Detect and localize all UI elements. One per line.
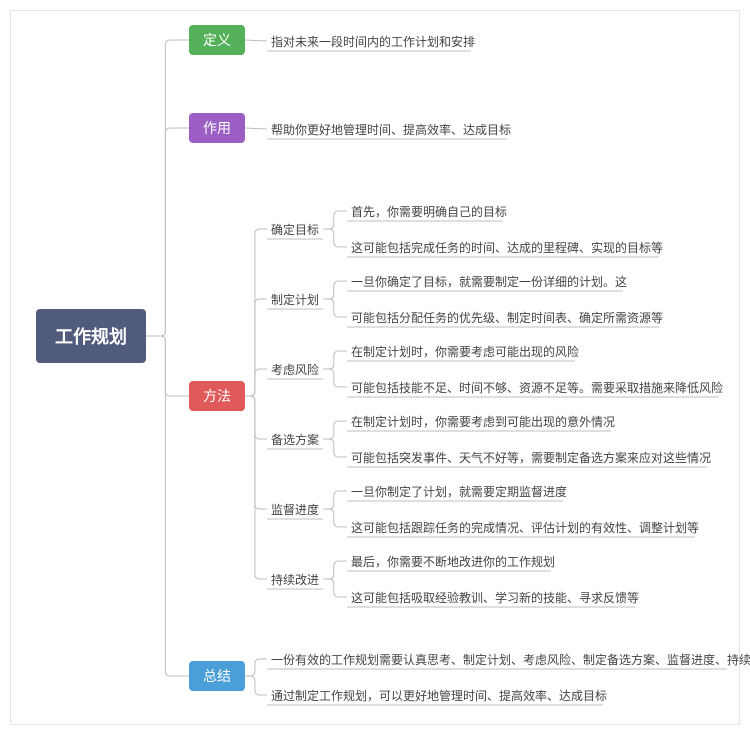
leaf-method-0-1: 这可能包括完成任务的时间、达成的里程碑、实现的目标等: [351, 239, 663, 256]
sub-method-0: 确定目标: [271, 221, 319, 238]
sub-method-2: 考虑风险: [271, 361, 319, 378]
branch-summary: 总结: [189, 661, 245, 691]
sub-method-5: 持续改进: [271, 571, 319, 588]
mindmap-canvas: 工作规划 定义 指对未来一段时间内的工作计划和安排作用 帮助你更好地管理时间、提高效率…: [10, 10, 740, 725]
sub-method-3: 备选方案: [271, 431, 319, 448]
branch-method: 方法: [189, 381, 245, 411]
leaf-method-5-1: 这可能包括吸取经验教训、学习新的技能、寻求反馈等: [351, 589, 639, 606]
leaf-method-0-0: 首先，你需要明确自己的目标: [351, 203, 507, 220]
leaf-use-0: 帮助你更好地管理时间、提高效率、达成目标: [271, 121, 511, 138]
leaf-method-3-1: 可能包括突发事件、天气不好等，需要制定备选方案来应对这些情况: [351, 449, 711, 466]
connector-layer: [11, 11, 739, 724]
leaf-method-4-0: 一旦你制定了计划，就需要定期监督进度: [351, 483, 567, 500]
leaf-method-1-1: 可能包括分配任务的优先级、制定时间表、确定所需资源等: [351, 309, 663, 326]
branch-def: 定义: [189, 25, 245, 55]
leaf-method-1-0: 一旦你确定了目标，就需要制定一份详细的计划。这: [351, 273, 627, 290]
sub-method-4: 监督进度: [271, 501, 319, 518]
root-node: 工作规划: [36, 309, 146, 363]
leaf-summary-1: 通过制定工作规划，可以更好地管理时间、提高效率、达成目标: [271, 687, 607, 704]
leaf-method-2-0: 在制定计划时，你需要考虑可能出现的风险: [351, 343, 579, 360]
leaf-method-4-1: 这可能包括跟踪任务的完成情况、评估计划的有效性、调整计划等: [351, 519, 699, 536]
leaf-method-5-0: 最后，你需要不断地改进你的工作规划: [351, 553, 555, 570]
branch-use: 作用: [189, 113, 245, 143]
leaf-def-0: 指对未来一段时间内的工作计划和安排: [271, 33, 475, 50]
leaf-summary-0: 一份有效的工作规划需要认真思考、制定计划、考虑风险、制定备选方案、监督进度、持续…: [271, 651, 750, 668]
leaf-method-2-1: 可能包括技能不足、时间不够、资源不足等。需要采取措施来降低风险: [351, 379, 723, 396]
leaf-method-3-0: 在制定计划时，你需要考虑到可能出现的意外情况: [351, 413, 615, 430]
sub-method-1: 制定计划: [271, 291, 319, 308]
